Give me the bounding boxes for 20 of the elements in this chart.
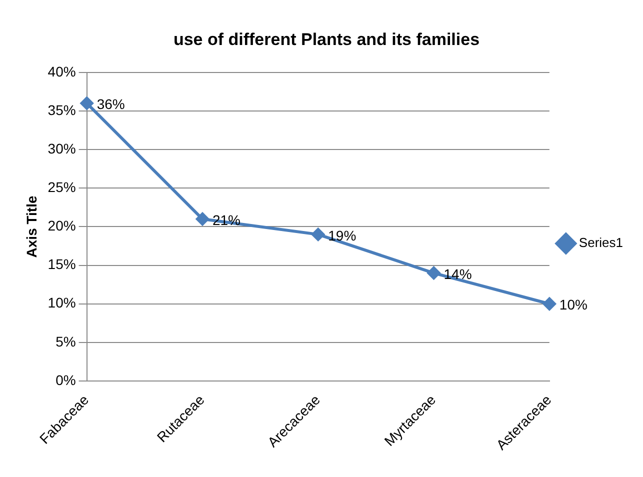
data-label: 19% <box>328 227 356 244</box>
y-tick-label: 0% <box>56 372 76 388</box>
y-axis-title: Axis Title <box>23 196 40 258</box>
y-tick-label: 10% <box>48 294 76 311</box>
data-label: 36% <box>96 96 125 112</box>
y-tick-label: 5% <box>56 333 76 350</box>
data-label: 10% <box>559 296 588 313</box>
point <box>196 212 209 226</box>
data-label: 14% <box>444 266 472 282</box>
y-tick-label: 15% <box>48 256 76 272</box>
point <box>312 228 325 241</box>
y-tick-label: 25% <box>48 179 76 195</box>
legend-label: Series1 <box>578 235 623 250</box>
y-tick-label: 35% <box>48 102 76 118</box>
y-tick-label: 40% <box>48 63 76 80</box>
y-tick-label: 20% <box>48 218 76 234</box>
point <box>542 297 556 310</box>
y-tick-label: 30% <box>48 140 76 156</box>
chart-title: use of different Plants and its families <box>173 30 480 49</box>
point <box>427 266 440 280</box>
